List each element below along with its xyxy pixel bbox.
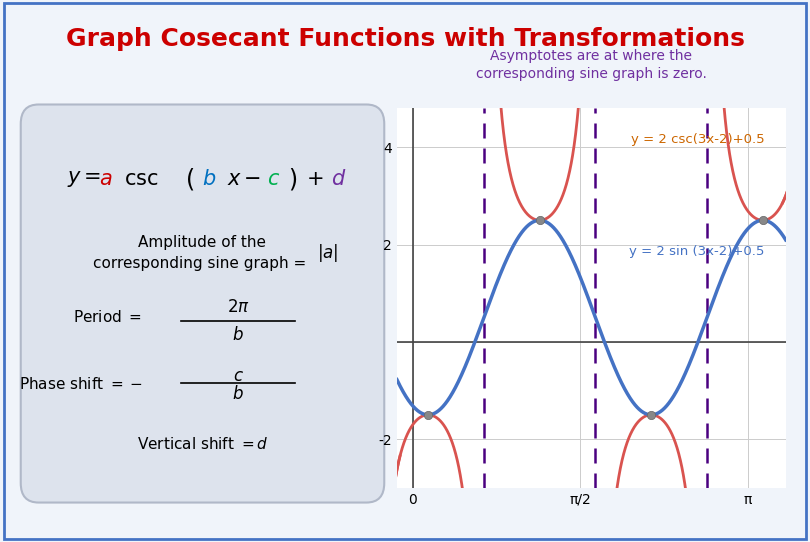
Text: $|a|$: $|a|$ — [317, 242, 338, 264]
Text: Phase shift $= -$: Phase shift $= -$ — [19, 376, 142, 391]
Text: $x-$: $x-$ — [228, 169, 262, 189]
Text: y = 2 sin (3x-2)+0.5: y = 2 sin (3x-2)+0.5 — [629, 244, 765, 257]
FancyBboxPatch shape — [21, 105, 384, 502]
Text: $c$: $c$ — [266, 169, 279, 189]
Text: $\mathrm{csc}$: $\mathrm{csc}$ — [124, 169, 159, 189]
Text: $y=$: $y=$ — [67, 169, 101, 189]
Text: $b$: $b$ — [232, 385, 244, 403]
Text: $)$: $)$ — [288, 166, 297, 192]
Text: $c$: $c$ — [232, 367, 244, 385]
Text: $d$: $d$ — [330, 169, 346, 189]
Text: y = 2 csc(3x-2)+0.5: y = 2 csc(3x-2)+0.5 — [631, 133, 765, 146]
Text: $($: $($ — [185, 166, 194, 192]
Text: Vertical shift $= d$: Vertical shift $= d$ — [137, 436, 268, 452]
Text: Graph Cosecant Functions with Transformations: Graph Cosecant Functions with Transforma… — [66, 27, 744, 51]
Text: Asymptotes are at where the
corresponding sine graph is zero.: Asymptotes are at where the correspondin… — [475, 49, 707, 81]
Text: $2\pi$: $2\pi$ — [227, 299, 249, 317]
Text: $b$: $b$ — [202, 169, 217, 189]
Text: Period $=$: Period $=$ — [73, 309, 142, 325]
Text: Amplitude of the
corresponding sine graph =: Amplitude of the corresponding sine grap… — [93, 235, 312, 271]
Text: $b$: $b$ — [232, 326, 244, 344]
Text: $a$: $a$ — [99, 169, 113, 189]
Text: $+$: $+$ — [306, 169, 323, 189]
